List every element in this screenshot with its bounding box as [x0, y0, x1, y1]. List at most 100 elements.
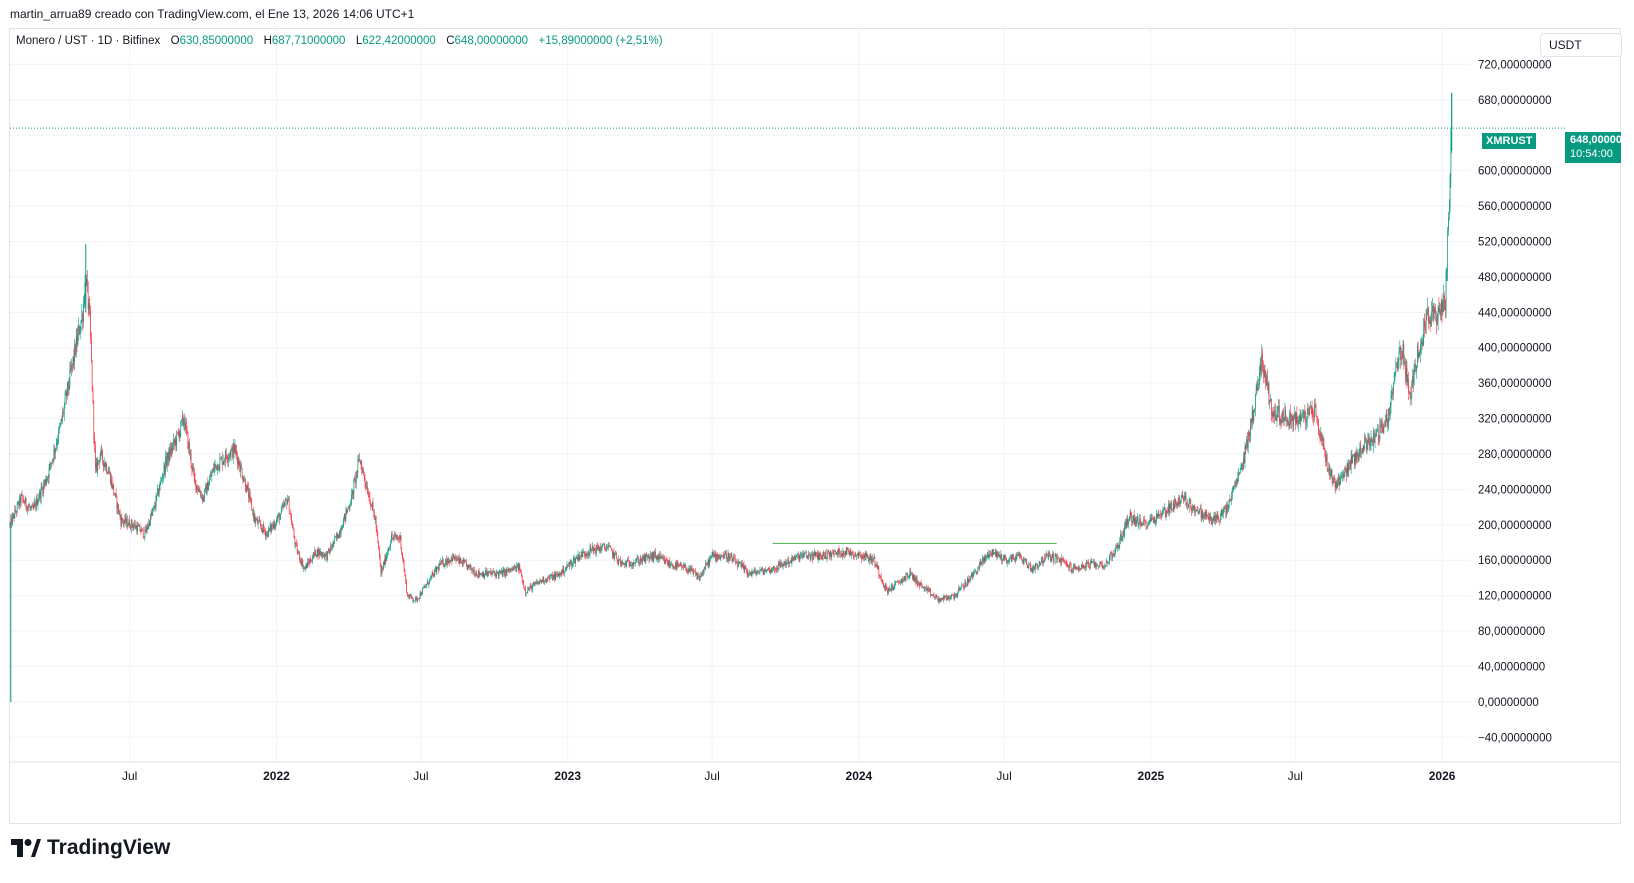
candle-body — [903, 579, 904, 581]
candle-body — [1343, 474, 1345, 478]
candle-body — [180, 420, 182, 432]
symbol-description[interactable]: Monero / UST · 1D · Bitfinex — [16, 35, 161, 47]
candle-body — [1399, 346, 1401, 354]
candle-body — [250, 497, 252, 502]
candle-body — [673, 566, 675, 569]
candle-body — [862, 555, 864, 557]
candle-body — [1197, 510, 1199, 513]
candle-body — [1232, 486, 1234, 489]
candle-body — [364, 478, 366, 483]
candle-body — [306, 564, 308, 569]
candle-body — [177, 432, 179, 434]
candle-body — [1184, 495, 1186, 497]
candle-body — [16, 511, 17, 513]
candle-body — [101, 449, 103, 451]
candle-body — [1246, 439, 1247, 450]
candle-body — [481, 573, 482, 575]
candle-body — [1073, 565, 1074, 571]
candle-body — [1338, 477, 1339, 481]
candle-body — [485, 570, 486, 575]
candle-body — [1229, 499, 1231, 501]
candle-body — [951, 594, 952, 598]
candle-body — [819, 552, 821, 560]
candle-body — [694, 571, 696, 574]
candle-body — [544, 578, 546, 582]
candle-body — [418, 597, 420, 599]
candle-body — [163, 464, 165, 475]
candle-body — [483, 572, 485, 577]
candle-body — [768, 568, 770, 570]
candle-body — [164, 464, 166, 473]
candle-body — [138, 525, 140, 527]
y-tick-label: 280,00000000 — [1478, 449, 1552, 461]
candle-body — [308, 562, 310, 564]
candle-body — [608, 545, 609, 548]
candle-body — [1290, 414, 1292, 425]
candle-body — [912, 575, 914, 579]
candle-body — [836, 552, 838, 555]
candle-body — [767, 568, 769, 570]
candle-body — [97, 460, 99, 471]
candle-body — [497, 573, 499, 577]
candle-body — [614, 553, 616, 558]
candle-body — [697, 576, 699, 579]
candle-body — [719, 557, 721, 559]
candle-body — [1089, 563, 1091, 569]
candle-body — [414, 600, 415, 602]
candle-body — [1290, 412, 1291, 425]
candle-body — [935, 595, 937, 598]
candle-body — [1368, 437, 1370, 439]
candle-body — [1306, 420, 1307, 423]
candle-body — [844, 553, 845, 555]
x-tick-label: 2022 — [263, 769, 290, 783]
candle-body — [1342, 474, 1344, 476]
candle-body — [997, 551, 999, 557]
candle-body — [949, 598, 951, 600]
candle-body — [218, 468, 220, 471]
candle-body — [994, 550, 996, 553]
candle-body — [531, 585, 533, 591]
candle-body — [1335, 482, 1337, 488]
candle-body — [273, 523, 275, 528]
candle-body — [951, 594, 953, 596]
candle-body — [146, 526, 148, 529]
candle-body — [1249, 435, 1251, 437]
candle-body — [1132, 520, 1133, 523]
candle-body — [1316, 416, 1318, 419]
candle-body — [519, 564, 521, 573]
tradingview-logo[interactable]: TradingView — [11, 836, 170, 860]
candle-body — [109, 471, 111, 473]
time-axis: Jul 2022 Jul 2023 Jul 2024 Jul 2025 Jul 2026 — [10, 761, 1621, 783]
candle-body — [95, 445, 96, 468]
candle-body — [426, 584, 427, 587]
candle-body — [947, 596, 948, 601]
candle-body — [138, 525, 139, 527]
candle-body — [258, 520, 260, 522]
chart-frame[interactable] — [9, 28, 1621, 824]
candle-body — [1277, 410, 1279, 414]
candle-body — [513, 566, 515, 570]
candle-body — [1124, 525, 1125, 536]
candle-body — [370, 503, 371, 507]
candle-body — [402, 558, 404, 563]
candle-body — [946, 596, 947, 601]
candle-body — [408, 596, 410, 599]
candle-body — [586, 553, 588, 556]
candle-body — [338, 538, 340, 539]
candle-body — [815, 552, 817, 556]
candle-body — [1440, 299, 1442, 316]
candle-body — [23, 499, 24, 503]
candle-body — [173, 439, 174, 446]
candle-body — [1325, 454, 1326, 462]
candle-body — [884, 584, 886, 589]
bar-countdown: 10:54:00 — [1570, 148, 1613, 160]
candle-body — [986, 556, 987, 558]
candle-body — [1337, 480, 1338, 488]
candle-body — [284, 499, 286, 504]
currency-button[interactable]: USDT — [1540, 33, 1622, 57]
candle-body — [58, 428, 60, 441]
candle-body — [243, 480, 245, 482]
candle-body — [446, 559, 447, 565]
candle-body — [1200, 508, 1202, 519]
